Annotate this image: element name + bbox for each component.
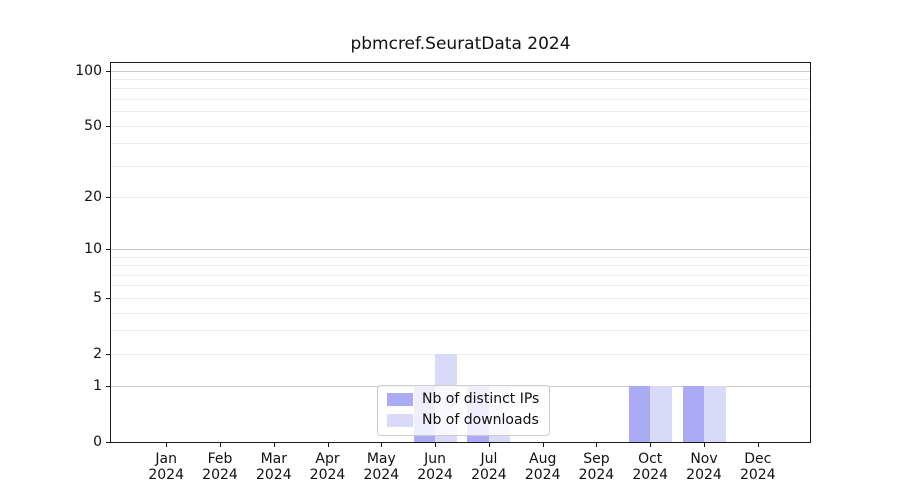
gridline-major-100: [111, 70, 810, 72]
x-tick-jul: [488, 443, 490, 447]
x-tick-jun: [435, 443, 437, 447]
bar-downloads-nov: [704, 386, 726, 442]
x-tick-label-nov: Nov 2024: [686, 451, 722, 483]
gridline-minor-90: [111, 79, 810, 80]
x-tick-nov: [704, 443, 705, 447]
y-tick-2: [106, 353, 110, 355]
x-tick-label-apr: Apr 2024: [309, 451, 346, 483]
y-tick-5: [106, 297, 110, 299]
y-tick-label-0: 0: [93, 434, 102, 450]
gridline-minor-80: [111, 88, 810, 90]
gridline-minor-60: [111, 111, 810, 113]
legend-swatch-distinct-ips: [387, 393, 413, 406]
bar-downloads-oct: [650, 386, 672, 442]
gridline-minor-40: [111, 143, 810, 145]
x-tick-label-feb: Feb 2024: [202, 451, 238, 483]
plot-area: Nb of distinct IPs Nb of downloads: [110, 62, 811, 443]
gridline-minor-50: [111, 125, 810, 127]
x-tick-mar: [273, 443, 275, 447]
legend-item-downloads: Nb of downloads: [387, 412, 539, 429]
x-tick-dec: [757, 443, 759, 447]
gridline-major-10: [111, 249, 810, 250]
bar-distinct-ips-oct: [628, 386, 651, 442]
y-tick-50: [106, 125, 110, 127]
y-tick-label-1: 1: [93, 378, 102, 395]
y-tick-10: [106, 249, 110, 250]
legend-label-downloads: Nb of downloads: [422, 412, 539, 428]
x-tick-label-jan: Jan 2024: [148, 451, 184, 483]
legend-item-distinct-ips: Nb of distinct IPs: [387, 391, 539, 408]
legend: Nb of distinct IPs Nb of downloads: [377, 385, 551, 436]
x-tick-label-may: May 2024: [363, 451, 400, 483]
y-tick-label-20: 20: [84, 189, 102, 205]
y-tick-label-2: 2: [93, 345, 102, 362]
y-tick-label-100: 100: [75, 62, 102, 79]
x-tick-oct: [650, 443, 652, 447]
y-tick-label-5: 5: [93, 289, 102, 306]
x-tick-aug: [542, 443, 544, 447]
x-tick-feb: [220, 443, 221, 447]
legend-swatch-downloads: [387, 414, 413, 427]
y-tick-20: [106, 197, 110, 198]
gridline-minor-3: [111, 330, 810, 332]
gridline-minor-5: [111, 297, 810, 299]
x-tick-apr: [327, 443, 329, 447]
legend-label-distinct-ips: Nb of distinct IPs: [422, 391, 540, 407]
x-tick-sep: [596, 443, 598, 447]
gridline-minor-6: [111, 285, 810, 287]
x-tick-label-jun: Jun 2024: [417, 451, 453, 483]
chart-title: pbmcref.SeuratData 2024: [350, 34, 571, 54]
gridline-minor-2: [111, 353, 810, 355]
x-tick-label-aug: Aug 2024: [524, 451, 561, 483]
y-tick-100: [106, 70, 110, 72]
x-tick-label-oct: Oct 2024: [632, 451, 668, 483]
x-tick-label-dec: Dec 2024: [739, 451, 776, 483]
y-tick-1: [106, 386, 110, 388]
x-tick-label-jul: Jul 2024: [471, 451, 507, 483]
y-tick-label-50: 50: [84, 117, 102, 134]
gridline-minor-30: [111, 165, 810, 167]
x-tick-label-mar: Mar 2024: [255, 451, 292, 483]
y-tick-label-10: 10: [84, 241, 102, 257]
bar-distinct-ips-nov: [682, 386, 704, 442]
gridline-minor-20: [111, 197, 810, 198]
x-tick-jan: [166, 443, 168, 447]
gridline-minor-70: [111, 99, 810, 100]
gridline-minor-9: [111, 256, 810, 258]
y-tick-0: [106, 442, 110, 443]
x-tick-label-sep: Sep 2024: [578, 451, 615, 483]
gridline-minor-8: [111, 265, 810, 267]
gridline-minor-7: [111, 274, 810, 276]
x-tick-may: [381, 443, 383, 447]
gridline-minor-4: [111, 312, 810, 314]
